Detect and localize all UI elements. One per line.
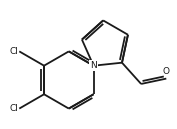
Text: O: O xyxy=(163,67,170,76)
Text: N: N xyxy=(90,61,97,70)
Text: Cl: Cl xyxy=(9,104,18,113)
Text: Cl: Cl xyxy=(9,47,18,56)
